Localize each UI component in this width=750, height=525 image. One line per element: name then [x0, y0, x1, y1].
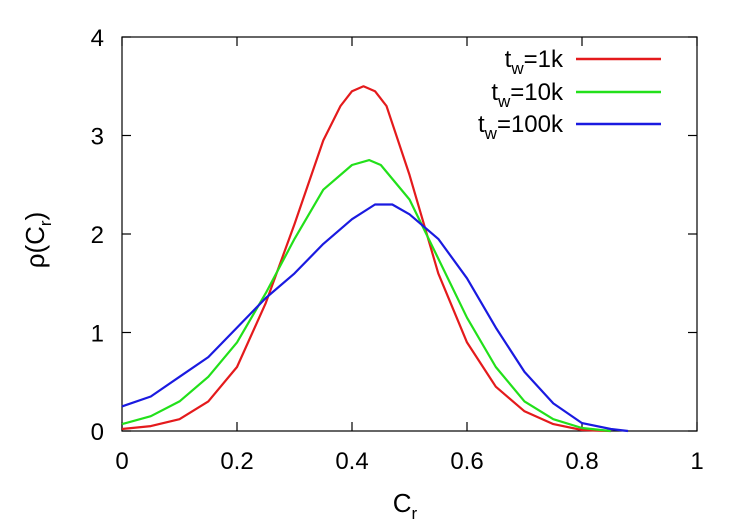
legend-label-1: tw=10k [491, 79, 564, 111]
y-tick-label: 3 [91, 124, 104, 151]
ticks: 0 0.2 0.4 0.6 0.8 1 0 1 2 3 4 [91, 25, 704, 475]
y-tick-label: 4 [91, 25, 104, 52]
x-tick-label: 0.6 [450, 448, 483, 475]
x-axis-label: Cr [393, 488, 418, 523]
x-tick-label: 0.8 [565, 448, 598, 475]
series-layer [121, 85, 629, 433]
x-tick-label: 0 [115, 448, 128, 475]
legend-label-2: tw=100k [478, 111, 564, 143]
x-tick-label: 0.2 [220, 448, 253, 475]
plot-frame [121, 36, 698, 432]
series-line-2 [121, 203, 629, 433]
x-tick-label: 1 [690, 448, 703, 475]
series-line-1 [121, 159, 611, 433]
y-tick-label: 0 [91, 419, 104, 446]
y-tick-label: 1 [91, 321, 104, 348]
y-tick-label: 2 [91, 222, 104, 249]
x-tick-label: 0.4 [335, 448, 368, 475]
series-line-0 [121, 85, 611, 433]
legend-label-0: tw=1k [505, 46, 564, 78]
y-axis-label: ρ(Cr) [20, 212, 55, 269]
